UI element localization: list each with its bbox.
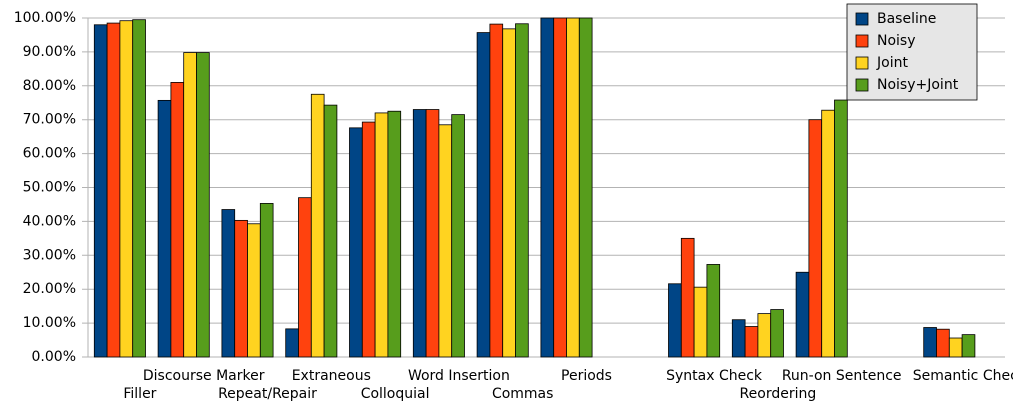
legend-label: Noisy xyxy=(877,33,916,49)
bar xyxy=(502,28,516,358)
bar xyxy=(834,99,848,358)
bar xyxy=(451,114,465,358)
bar xyxy=(425,109,440,358)
legend-swatch xyxy=(855,78,869,92)
bar xyxy=(361,121,376,358)
y-tick-label: 80.00% xyxy=(23,78,76,94)
legend-label: Baseline xyxy=(877,11,936,27)
bar xyxy=(157,99,172,358)
x-tick-label: Word Insertion xyxy=(408,368,510,384)
legend-label: Noisy+Joint xyxy=(877,77,959,93)
x-tick-label: Discourse Marker xyxy=(143,368,265,384)
x-tick-label: Colloquial xyxy=(361,386,430,402)
bar xyxy=(553,17,567,358)
bar xyxy=(412,109,427,358)
x-tick-label: Semantic Check xyxy=(913,368,1013,384)
x-tick-label: Commas xyxy=(492,386,554,402)
bar xyxy=(323,104,338,358)
bar xyxy=(119,20,134,358)
bar xyxy=(221,209,236,358)
bar xyxy=(948,337,963,358)
bar xyxy=(706,264,721,358)
bar xyxy=(680,237,695,358)
bar xyxy=(259,203,274,358)
bar xyxy=(770,309,784,358)
bar xyxy=(693,286,708,358)
legend-swatch xyxy=(855,12,869,26)
y-tick-label: 70.00% xyxy=(23,112,76,128)
x-tick-label: Extraneous xyxy=(292,368,371,384)
bar xyxy=(795,271,810,358)
y-tick-label: 10.00% xyxy=(23,315,76,331)
bar xyxy=(961,334,976,358)
bar xyxy=(298,197,312,358)
bar xyxy=(476,32,491,358)
y-tick-label: 60.00% xyxy=(23,146,76,162)
bar xyxy=(821,109,835,358)
legend-swatch xyxy=(855,56,869,70)
bar xyxy=(668,283,682,358)
y-tick-label: 50.00% xyxy=(23,180,76,196)
bar xyxy=(540,17,555,358)
bar xyxy=(196,52,210,358)
x-tick-label: Repeat/Repair xyxy=(218,386,317,402)
legend-box xyxy=(846,3,978,101)
bar xyxy=(936,328,950,358)
y-tick-label: 20.00% xyxy=(23,281,76,297)
bar xyxy=(578,17,593,358)
x-tick-label: Syntax Check xyxy=(666,368,763,384)
bar xyxy=(93,24,108,358)
legend-swatch xyxy=(855,34,869,48)
bar xyxy=(349,127,363,358)
bar xyxy=(438,124,453,358)
bar xyxy=(234,219,248,358)
x-tick-label: Run-on Sentence xyxy=(782,368,902,384)
bar xyxy=(923,327,937,358)
bar xyxy=(310,93,325,358)
bar xyxy=(757,313,772,358)
bar xyxy=(566,17,580,358)
bar xyxy=(285,328,299,358)
bar xyxy=(132,19,146,358)
bar xyxy=(170,82,185,358)
y-tick-label: 30.00% xyxy=(23,247,76,263)
y-tick-label: 0.00% xyxy=(32,349,76,365)
x-tick-label: Filler xyxy=(123,386,156,402)
bar xyxy=(247,223,261,358)
bar xyxy=(106,22,121,358)
bar xyxy=(744,326,759,358)
y-tick-label: 100.00% xyxy=(14,10,76,26)
legend-label: Joint xyxy=(876,55,908,71)
bar xyxy=(731,319,746,358)
bar xyxy=(183,52,197,358)
bar xyxy=(489,23,504,358)
y-tick-label: 90.00% xyxy=(23,44,76,60)
bar xyxy=(515,23,529,358)
bar xyxy=(808,119,823,358)
bar xyxy=(387,110,402,358)
bar xyxy=(374,112,389,358)
x-tick-label: Periods xyxy=(561,368,612,384)
y-tick-label: 40.00% xyxy=(23,213,76,229)
x-tick-label: Reordering xyxy=(740,386,817,402)
